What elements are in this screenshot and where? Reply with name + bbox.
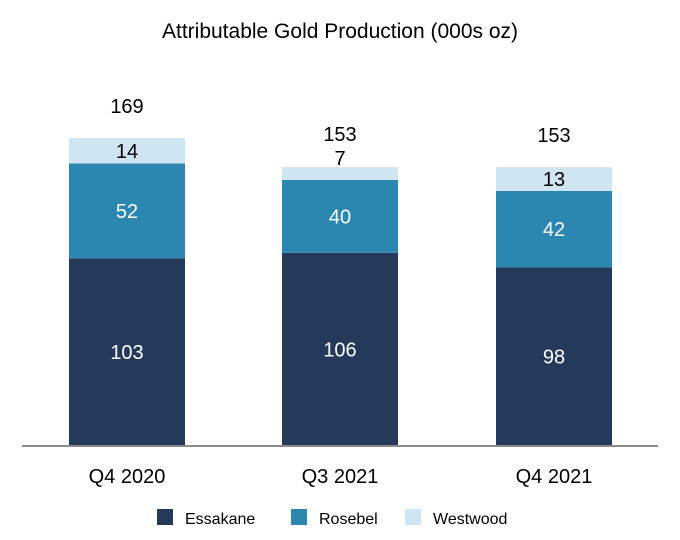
bar-westwood-q3-2021	[282, 167, 398, 180]
total-label-q4-2020: 169	[110, 96, 143, 118]
total-label-q4-2021: 153	[537, 125, 570, 147]
legend: Essakane Rosebel Westwood	[157, 509, 507, 528]
bar-essakane-q4-2020	[69, 258, 185, 446]
chart-title: Attributable Gold Production (000s oz)	[162, 20, 518, 43]
bar-westwood-q4-2020	[69, 138, 185, 164]
data-label-westwood-q4-2021: 13	[543, 169, 565, 191]
bar-rosebel-q3-2021	[282, 179, 398, 253]
legend-swatch-essakane	[157, 509, 173, 525]
legend-label-essakane: Essakane	[185, 511, 255, 528]
data-label-essakane-q4-2020: 103	[110, 342, 143, 364]
data-label-westwood-q3-2021: 7	[334, 148, 345, 170]
data-label-rosebel-q4-2021: 42	[543, 219, 565, 241]
total-label-q3-2021: 153	[323, 124, 356, 146]
x-tick-label-q4-2020: Q4 2020	[89, 466, 166, 488]
x-tick-label-q4-2021: Q4 2021	[516, 466, 593, 488]
bar-westwood-q4-2021	[496, 167, 612, 191]
data-label-rosebel-q3-2021: 40	[329, 206, 351, 228]
bar-essakane-q3-2021	[282, 252, 398, 446]
bar-essakane-q4-2021	[496, 267, 612, 446]
legend-label-westwood: Westwood	[433, 511, 507, 528]
data-label-rosebel-q4-2020: 52	[116, 201, 138, 223]
legend-swatch-rosebel	[291, 509, 307, 525]
data-label-essakane-q3-2021: 106	[323, 339, 356, 361]
bar-rosebel-q4-2021	[496, 190, 612, 268]
x-tick-labels: Q4 2020 Q3 2021 Q4 2021	[89, 466, 593, 488]
legend-label-rosebel: Rosebel	[319, 511, 378, 528]
legend-swatch-westwood	[405, 509, 421, 525]
x-tick-label-q3-2021: Q3 2021	[302, 466, 379, 488]
data-label-westwood-q4-2020: 14	[116, 141, 138, 163]
bar-rosebel-q4-2020	[69, 163, 185, 259]
data-label-essakane-q4-2021: 98	[543, 347, 565, 369]
